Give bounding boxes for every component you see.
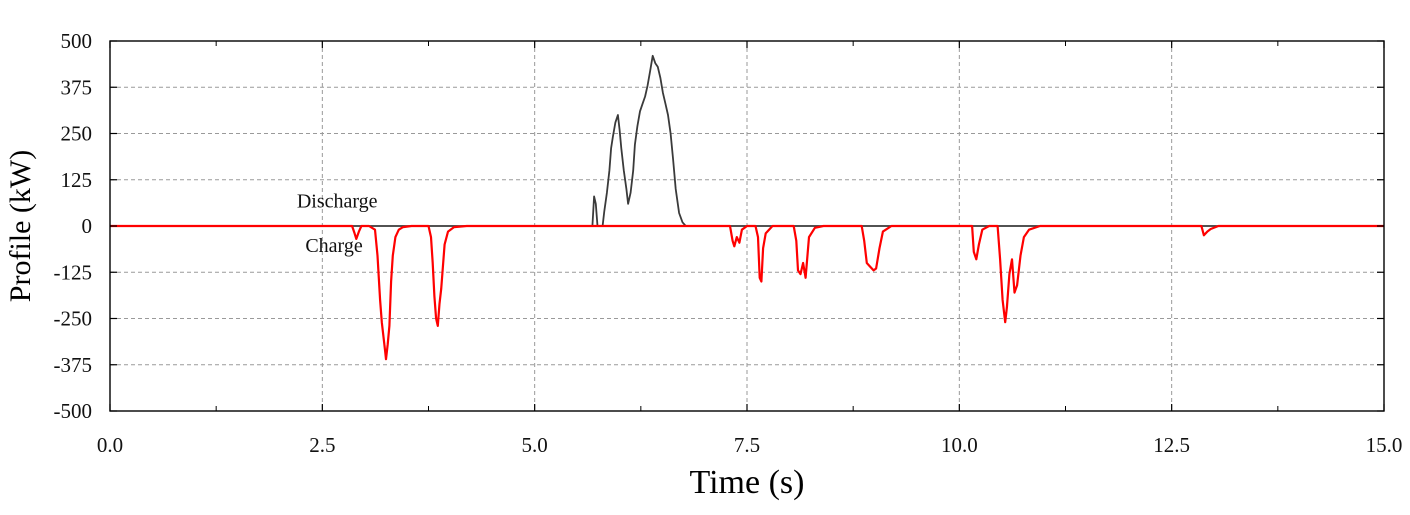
y-tick-label: 375 (61, 75, 93, 99)
y-tick-label: 500 (61, 29, 93, 53)
charge-series-line (110, 224, 1384, 361)
x-tick-label: 5.0 (522, 433, 548, 457)
y-tick-label: 0 (82, 214, 93, 238)
annotation-discharge: Discharge (297, 191, 378, 213)
y-tick-label: -125 (54, 260, 93, 284)
annotations: Discharge Charge (297, 191, 378, 257)
y-tick-label: -375 (54, 353, 93, 377)
series-group (110, 54, 1384, 361)
y-axis-title: Profile (kW) (4, 150, 37, 302)
y-tick-label: 125 (61, 168, 93, 192)
x-tick-label: 15.0 (1366, 433, 1403, 457)
x-tick-label: 7.5 (734, 433, 760, 457)
y-tick-label: -250 (54, 307, 93, 331)
x-axis-title: Time (s) (690, 464, 805, 501)
x-tick-label: 0.0 (97, 433, 123, 457)
axis-ticks (109, 40, 1385, 412)
y-tick-label: 250 (61, 122, 93, 146)
discharge-series-line (110, 54, 1384, 227)
x-tick-label: 12.5 (1153, 433, 1190, 457)
x-tick-label: 10.0 (941, 433, 978, 457)
x-tick-label: 2.5 (309, 433, 335, 457)
y-tick-label: -500 (54, 399, 93, 423)
annotation-charge: Charge (305, 235, 363, 257)
